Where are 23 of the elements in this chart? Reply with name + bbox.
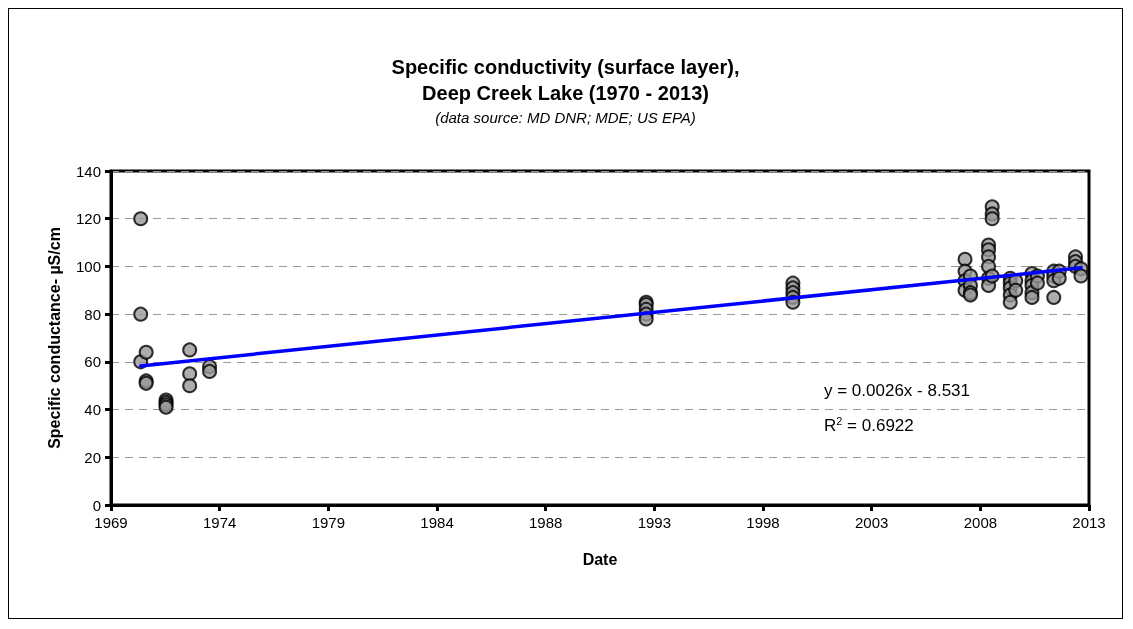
x-tick-label: 1988 [529, 514, 563, 531]
y-tick-label: 40 [84, 401, 101, 419]
x-tick-label: 1974 [202, 514, 237, 531]
x-tick-label: 1979 [311, 514, 346, 531]
x-tick-label: 1998 [746, 514, 780, 531]
annotation: y = 0.0026x - 8.531 [824, 381, 971, 400]
x-tick-label: 2003 [855, 514, 889, 531]
y-tick-label: 20 [84, 448, 101, 466]
chart-title: Specific conductivity (surface layer), Deep Creek Lake (1970 - 2013) [391, 56, 740, 104]
y-tick-label: 0 [92, 496, 101, 514]
x-axis-title: Date [582, 550, 618, 568]
y-tick-label: 100 [75, 257, 101, 275]
x-tick-label: 1969 [94, 514, 128, 531]
y-tick-label: 80 [84, 305, 101, 323]
y-axis-title: Specific conductance- µS/cm [45, 227, 63, 449]
y-tick-label: 60 [84, 353, 101, 371]
x-tick-label: 1993 [637, 514, 672, 531]
x-tick-label: 2008 [963, 514, 998, 531]
y-tick-label: 140 [75, 162, 101, 180]
chart-subtitle: (data source: MD DNR; MDE; US EPA) [435, 109, 696, 126]
x-tick-label: 1984 [420, 514, 454, 531]
y-tick-label: 120 [75, 210, 101, 228]
x-tick-label: 2013 [1072, 514, 1106, 531]
